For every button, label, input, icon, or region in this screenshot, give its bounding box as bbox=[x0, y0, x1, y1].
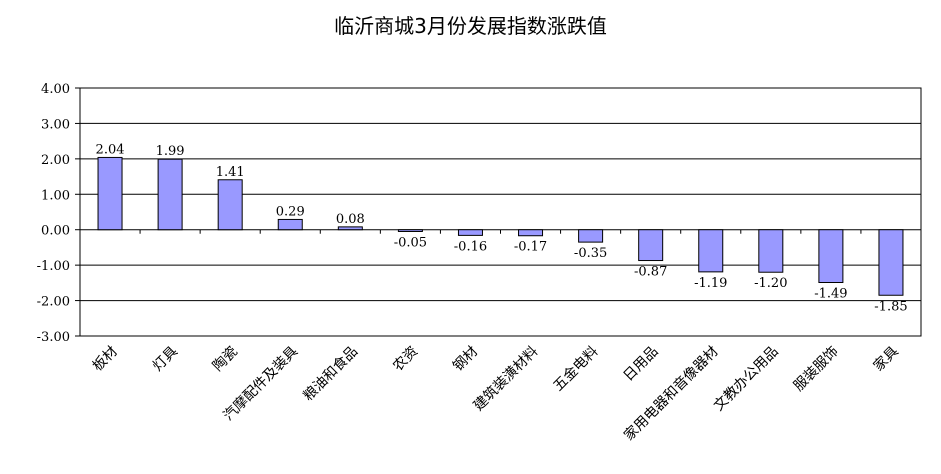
data-label: -1.20 bbox=[754, 276, 787, 291]
data-label: 1.41 bbox=[216, 165, 245, 180]
bar bbox=[397, 229, 423, 232]
data-label: -0.87 bbox=[634, 265, 667, 280]
bar bbox=[337, 226, 363, 231]
data-label: -0.05 bbox=[394, 235, 427, 250]
category-label: 粮油和食品 bbox=[300, 343, 362, 405]
y-tick-label: -3.00 bbox=[37, 330, 70, 345]
y-tick-labels: 4.00 3.00 2.00 1.00 0.00 -1.00 -2.00 -3.00 bbox=[37, 82, 70, 345]
data-label: -0.16 bbox=[454, 239, 487, 254]
bar bbox=[217, 179, 243, 231]
bar bbox=[277, 218, 303, 231]
data-label: -0.17 bbox=[514, 240, 547, 255]
bar bbox=[638, 229, 664, 262]
chart-title: 临沂商城3月份发展指数涨跌值 bbox=[334, 14, 607, 38]
gridlines bbox=[80, 87, 921, 337]
y-tick-label: -1.00 bbox=[37, 259, 70, 274]
category-label: 五金电料 bbox=[551, 344, 602, 395]
data-label: 1.99 bbox=[156, 144, 185, 159]
category-label: 服装服饰 bbox=[791, 344, 842, 395]
category-label: 农资 bbox=[390, 344, 421, 375]
bar bbox=[457, 229, 483, 236]
y-tick-label: 4.00 bbox=[41, 82, 70, 97]
category-label: 建筑装潢材料 bbox=[471, 344, 542, 415]
y-tick-label: 3.00 bbox=[41, 117, 70, 132]
bar bbox=[518, 229, 544, 237]
data-label: -1.49 bbox=[814, 287, 847, 302]
bar bbox=[97, 156, 123, 231]
data-label: 2.04 bbox=[96, 142, 125, 157]
category-label: 钢材 bbox=[450, 344, 481, 375]
category-label: 灯具 bbox=[150, 344, 181, 375]
bar bbox=[578, 229, 604, 243]
y-tick-label: 1.00 bbox=[41, 188, 70, 203]
data-label: -1.19 bbox=[694, 276, 727, 291]
bars bbox=[97, 156, 904, 296]
category-label: 家具 bbox=[870, 343, 902, 375]
bar bbox=[157, 158, 183, 231]
category-label: 日用品 bbox=[620, 344, 661, 385]
y-tick-label: 0.00 bbox=[41, 224, 70, 239]
data-label: -0.35 bbox=[574, 246, 607, 261]
bar bbox=[698, 229, 724, 273]
data-label: 0.08 bbox=[336, 212, 365, 227]
y-tick-label: -2.00 bbox=[37, 295, 70, 310]
y-tick-label: 2.00 bbox=[41, 153, 70, 168]
category-label: 板材 bbox=[90, 344, 121, 375]
bar bbox=[818, 229, 844, 284]
plot-area-border bbox=[79, 87, 922, 337]
data-labels: 2.04 1.99 1.41 0.29 0.08 -0.05 -0.16 -0.17 -0.35… bbox=[96, 142, 908, 314]
category-label: 文教办公用品 bbox=[711, 344, 782, 415]
bar bbox=[758, 229, 784, 273]
plot-frame bbox=[75, 87, 922, 337]
data-label: 0.29 bbox=[276, 204, 305, 219]
category-label: 陶瓷 bbox=[210, 344, 241, 375]
bar bbox=[878, 229, 904, 296]
data-label: -1.85 bbox=[874, 299, 907, 314]
